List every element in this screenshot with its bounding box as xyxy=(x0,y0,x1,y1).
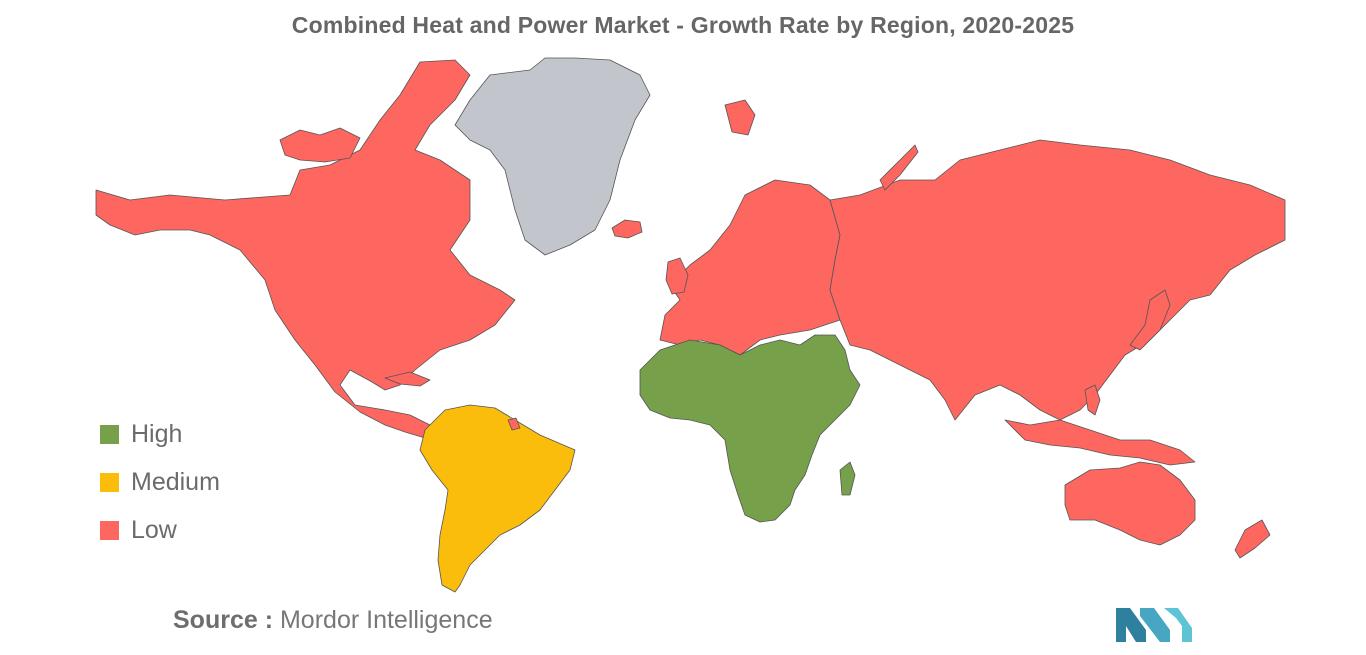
region-uk xyxy=(665,257,689,295)
region-canada-islands xyxy=(279,127,361,163)
region-caribbean xyxy=(384,371,431,387)
region-greenland[interactable] xyxy=(454,57,651,256)
source-note: Source : Mordor Intelligence xyxy=(173,606,493,635)
legend-item-medium: Medium xyxy=(100,458,220,506)
map-legend: High Medium Low xyxy=(100,410,220,554)
legend-swatch-high xyxy=(100,424,119,444)
legend-item-low: Low xyxy=(100,506,220,554)
region-new-zealand xyxy=(1234,519,1271,559)
region-madagascar xyxy=(839,461,856,496)
legend-item-high: High xyxy=(100,410,220,458)
region-north-america[interactable] xyxy=(95,59,516,439)
region-asia-pacific[interactable] xyxy=(829,139,1286,421)
region-middle-east-africa[interactable] xyxy=(639,334,861,523)
region-french-guiana xyxy=(507,417,521,431)
region-japan xyxy=(1129,289,1171,351)
region-novaya-zemlya xyxy=(879,144,919,191)
region-indonesia xyxy=(1004,419,1196,466)
legend-swatch-medium xyxy=(100,472,119,492)
legend-label-low: Low xyxy=(131,515,177,544)
legend-label-high: High xyxy=(131,419,183,448)
source-label: Source : xyxy=(173,606,274,634)
region-australia xyxy=(1064,461,1196,546)
region-europe[interactable] xyxy=(659,179,841,356)
region-philippines xyxy=(1084,384,1101,416)
region-south-america[interactable] xyxy=(419,404,576,593)
legend-swatch-low xyxy=(100,520,119,540)
page-title: Combined Heat and Power Market - Growth … xyxy=(291,12,1075,38)
region-iceland xyxy=(611,219,643,239)
legend-label-medium: Medium xyxy=(131,467,220,496)
mordor-logo-icon xyxy=(1116,608,1192,642)
source-text: Mordor Intelligence xyxy=(279,606,493,634)
region-svalbard xyxy=(724,99,756,136)
